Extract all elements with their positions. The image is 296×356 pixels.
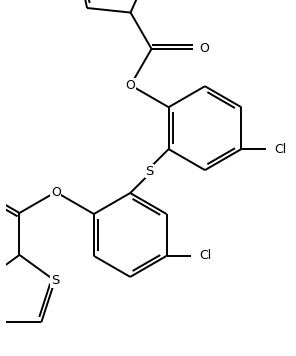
- Text: O: O: [199, 42, 209, 56]
- Text: O: O: [51, 185, 61, 199]
- Text: S: S: [51, 274, 59, 287]
- Text: O: O: [126, 79, 136, 92]
- Text: Cl: Cl: [274, 143, 286, 156]
- Text: S: S: [145, 164, 154, 178]
- Text: Cl: Cl: [199, 250, 212, 262]
